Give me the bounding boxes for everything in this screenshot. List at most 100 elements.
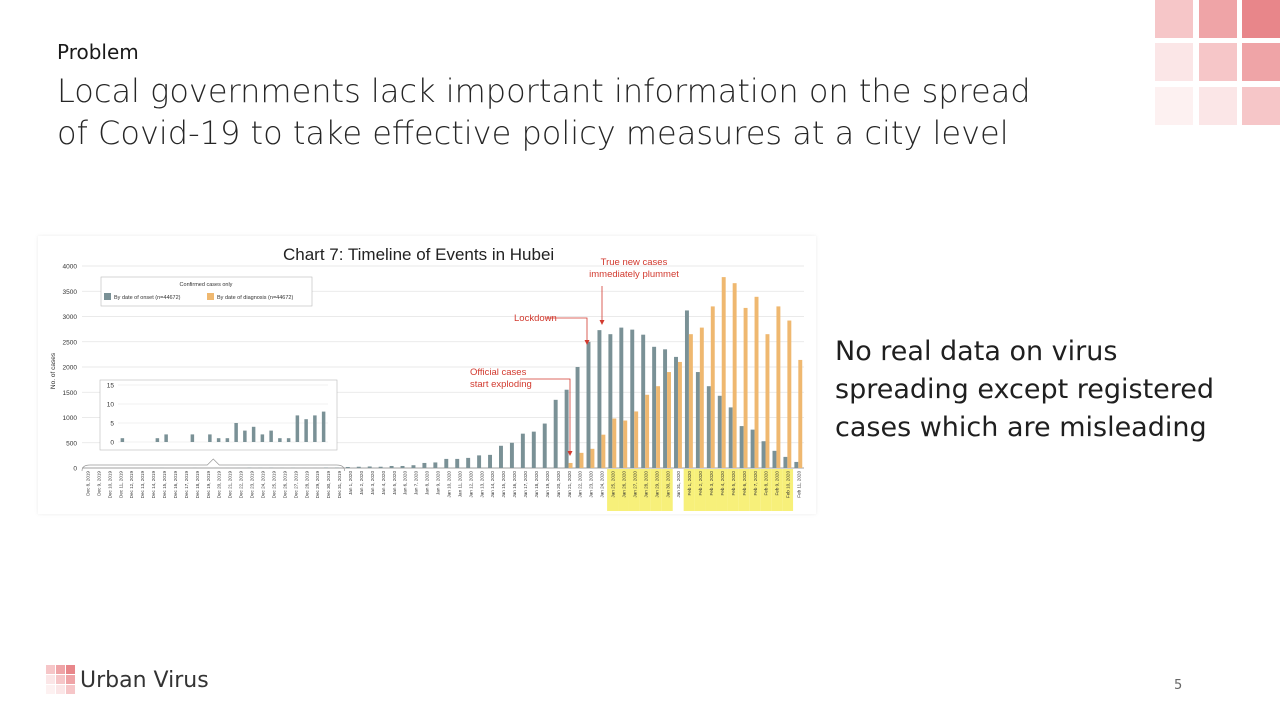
legend-swatch — [207, 293, 214, 300]
x-tick-label: Jan 22, 2020 — [578, 471, 583, 498]
inset-bar — [286, 438, 291, 442]
annotation-text: Lockdown — [514, 313, 557, 324]
x-tick-label: Feb 10, 2020 — [786, 471, 791, 499]
bar-onset — [641, 334, 646, 468]
bar-diagnosis — [754, 296, 759, 468]
x-tick-label: Feb 9, 2020 — [775, 471, 780, 496]
x-tick-label: Jan 4, 2020 — [381, 471, 386, 495]
x-tick-label: Jan 12, 2020 — [468, 471, 473, 498]
inset-bar — [234, 423, 238, 442]
x-tick-label: Jan 30, 2020 — [665, 471, 670, 498]
bar-onset — [783, 456, 788, 468]
y-tick-label: 3000 — [63, 314, 78, 321]
bar-onset — [761, 441, 766, 468]
bar-onset — [772, 450, 777, 468]
annotation-arrow-icon — [567, 451, 573, 456]
bar-diagnosis — [677, 361, 682, 468]
bar-diagnosis — [645, 394, 650, 468]
x-tick-label: Dec 22, 2019 — [239, 471, 244, 499]
side-text: No real data on virus spreading except r… — [835, 336, 1215, 443]
inset-bar — [155, 438, 160, 442]
x-tick-label: Dec 11, 2019 — [118, 471, 123, 498]
bar-onset — [499, 445, 503, 468]
x-label-highlight — [628, 469, 640, 511]
brand-name: Urban Virus — [80, 668, 209, 693]
bar-diagnosis — [798, 359, 803, 468]
bar-onset — [695, 372, 700, 468]
x-label-highlight — [727, 469, 739, 511]
y-tick-label: 2000 — [63, 365, 78, 372]
brand-logo-icon — [46, 665, 76, 695]
corner-decoration — [1153, 0, 1280, 128]
x-label-highlight — [760, 469, 772, 511]
y-tick-label: 3500 — [63, 289, 78, 296]
inset-tick-label: 5 — [110, 421, 114, 428]
x-tick-label: Dec 24, 2019 — [261, 471, 266, 499]
x-tick-label: Jan 19, 2020 — [545, 471, 550, 498]
x-tick-label: Feb 8, 2020 — [764, 471, 769, 496]
y-tick-label: 2500 — [63, 339, 78, 346]
legend-title: Confirmed cases only — [180, 282, 233, 288]
bar-diagnosis — [579, 452, 584, 468]
x-tick-label: Jan 15, 2020 — [501, 471, 506, 498]
inset-bar — [216, 438, 221, 442]
bar-onset — [739, 426, 744, 468]
bar-onset — [542, 423, 547, 468]
bar-diagnosis — [656, 386, 661, 468]
x-tick-label: Dec 19, 2019 — [206, 471, 211, 499]
inset-bar — [269, 430, 273, 442]
bar-diagnosis — [590, 448, 595, 468]
x-tick-label: Feb 1, 2020 — [687, 471, 692, 496]
bar-onset — [444, 458, 449, 468]
y-tick-label: 0 — [73, 466, 77, 473]
x-label-highlight — [771, 469, 783, 511]
x-tick-label: Dec 27, 2019 — [293, 471, 298, 499]
x-tick-label: Dec 29, 2019 — [315, 471, 320, 499]
inset-bar — [304, 419, 308, 442]
annotation-arrow-icon — [584, 340, 590, 345]
y-tick-label: 1000 — [63, 415, 78, 422]
bar-diagnosis — [765, 334, 770, 468]
bar-onset — [684, 310, 689, 468]
bar-onset — [564, 389, 569, 468]
x-tick-label: Dec 12, 2019 — [129, 471, 134, 499]
annotation-text: Official cases — [470, 367, 527, 378]
x-tick-label: Dec 17, 2019 — [184, 471, 189, 499]
bar-onset — [488, 454, 493, 468]
bar-onset — [411, 465, 416, 468]
x-tick-label: Dec 15, 2019 — [162, 471, 167, 499]
inset-bar — [164, 434, 168, 442]
x-tick-label: Jan 2, 2020 — [359, 471, 364, 495]
x-label-highlight — [607, 469, 619, 511]
x-tick-label: Jan 16, 2020 — [512, 471, 517, 498]
x-label-highlight — [661, 469, 673, 511]
x-tick-label: Jan 17, 2020 — [523, 471, 528, 498]
bar-onset — [717, 395, 722, 468]
x-tick-label: Jan 29, 2020 — [654, 471, 659, 498]
x-tick-label: Dec 20, 2019 — [217, 471, 222, 499]
x-tick-label: Jan 3, 2020 — [370, 471, 375, 495]
x-tick-label: Dec 30, 2019 — [326, 471, 331, 499]
slide-kicker: Problem — [57, 40, 139, 64]
x-tick-label: Jan 1, 2020 — [348, 471, 353, 495]
annotation-leader — [520, 378, 571, 451]
annotation-arrow-icon — [599, 320, 605, 325]
x-tick-label: Jan 21, 2020 — [567, 471, 572, 498]
bar-diagnosis — [667, 372, 671, 468]
x-tick-label: Jan 18, 2020 — [534, 471, 539, 498]
x-tick-label: Jan 23, 2020 — [589, 471, 594, 498]
inset-bar — [313, 415, 317, 442]
x-tick-label: Jan 5, 2020 — [392, 471, 397, 495]
bar-onset — [597, 330, 602, 468]
bar-onset — [466, 457, 471, 468]
inset-bar — [278, 438, 282, 442]
legend-swatch — [104, 293, 111, 300]
bar-onset — [477, 455, 482, 468]
annotation-text: start exploding — [470, 379, 532, 390]
legend-box — [100, 276, 313, 307]
inset-bar — [243, 430, 247, 442]
bar-onset — [706, 386, 711, 468]
x-tick-label: Dec 23, 2019 — [250, 471, 255, 499]
x-tick-label: Jan 28, 2020 — [643, 471, 648, 498]
bar-onset — [586, 341, 591, 468]
